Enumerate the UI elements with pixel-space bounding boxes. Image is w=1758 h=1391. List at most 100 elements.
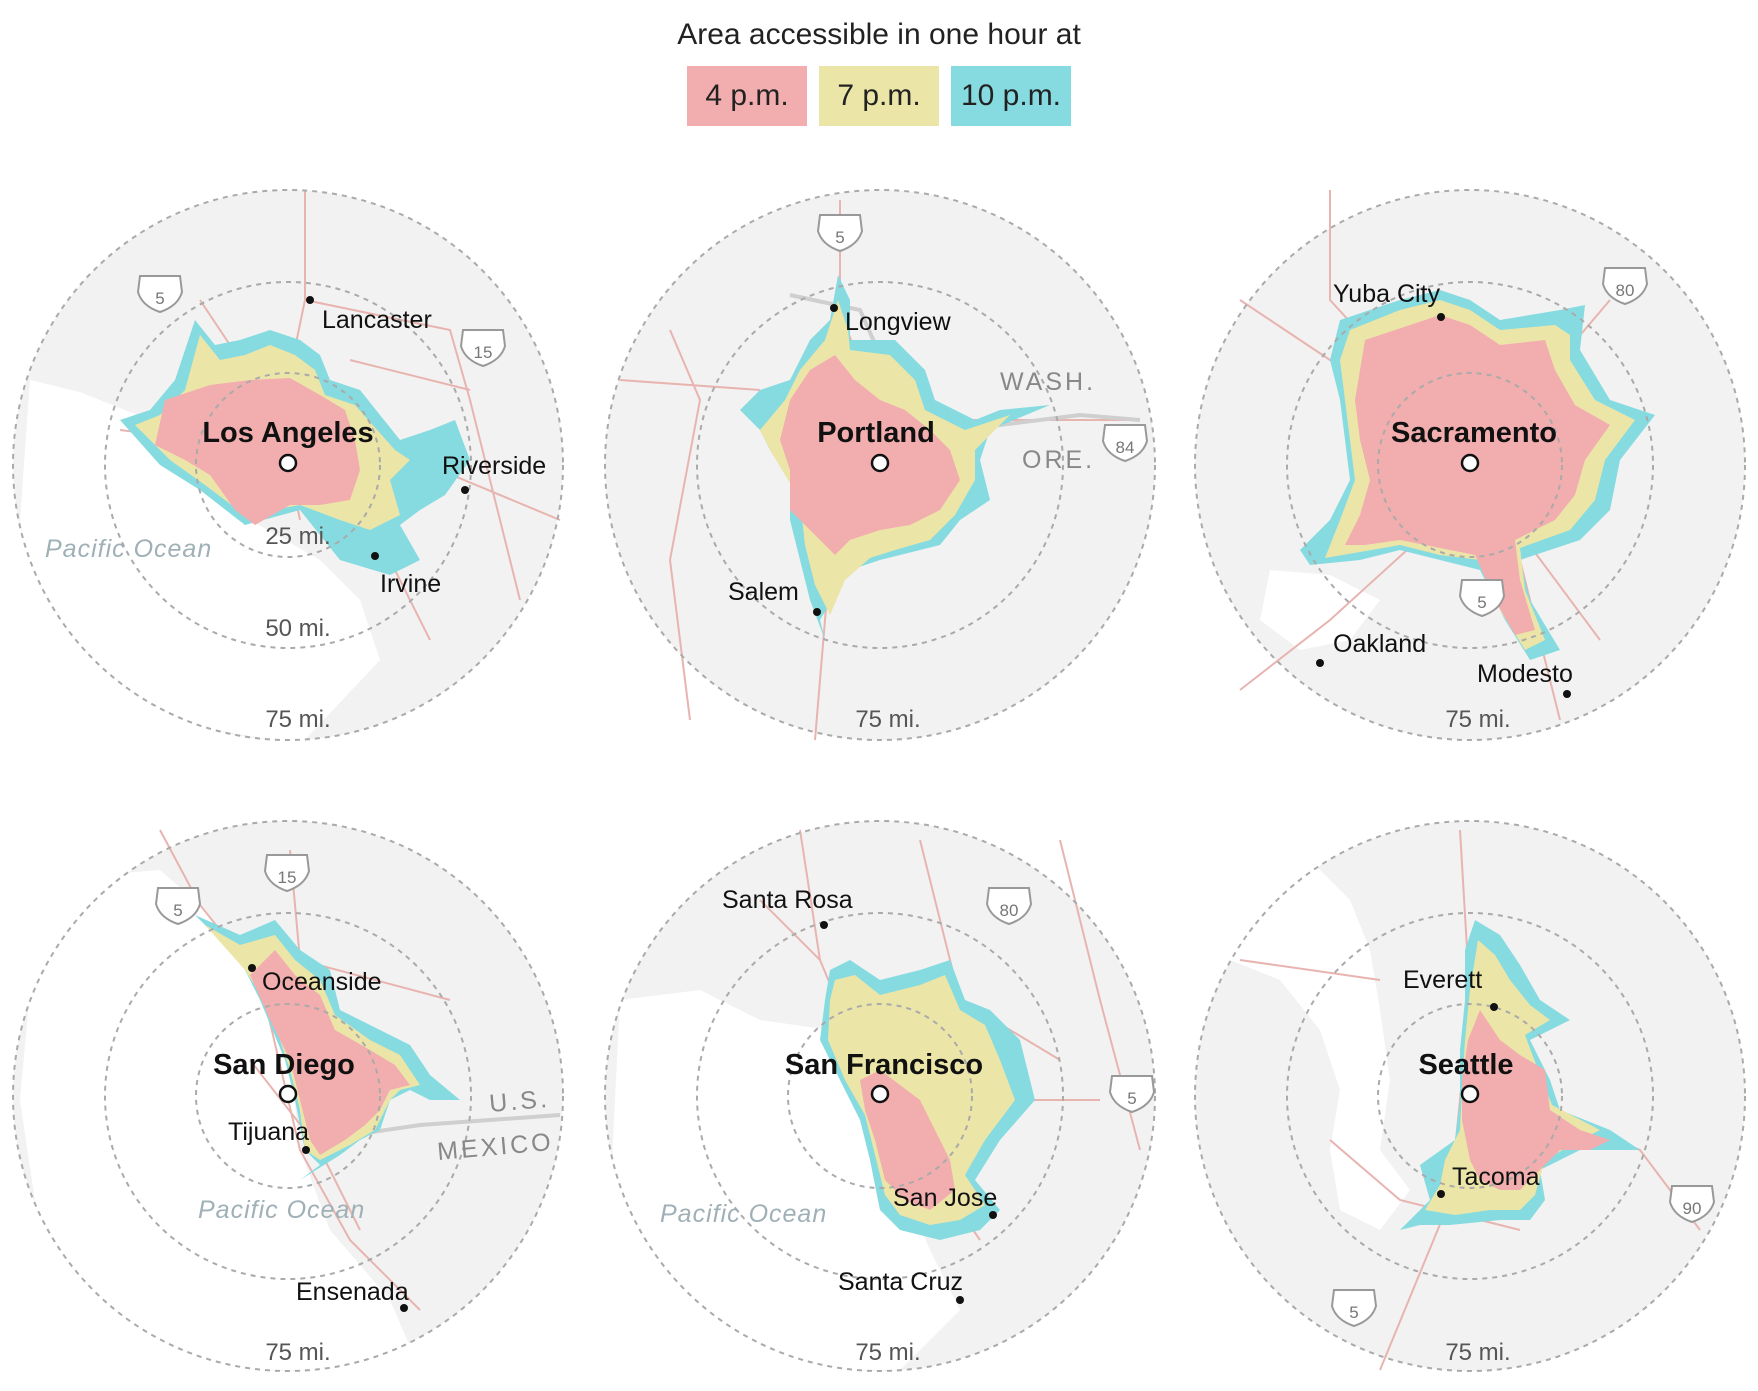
- place-dot: [1490, 1003, 1498, 1011]
- ring-75mi: [1194, 189, 1746, 741]
- interstate-5-shield: 5: [1330, 1289, 1378, 1328]
- place-dot: [1316, 659, 1324, 667]
- shield-label: 80: [1616, 281, 1635, 300]
- ring-label-75mi: 75 mi.: [855, 706, 920, 733]
- map-seattle: 5 90 Everett Tacoma Seattle 75 mi.: [1194, 820, 1746, 1372]
- ring-75mi: [1194, 820, 1746, 1372]
- interstate-84-shield: 84: [1101, 424, 1149, 463]
- place-label-everett: Everett: [1403, 966, 1482, 994]
- place-label-ensenada: Ensenada: [296, 1278, 409, 1306]
- shield-label: 80: [1000, 901, 1019, 920]
- map-san-francisco: 80 5 Santa Rosa San Jose Santa Cruz Paci…: [604, 820, 1156, 1372]
- map-portland: 5 84 Longview Salem WASH. ORE. Portland …: [604, 189, 1156, 741]
- place-dot: [813, 608, 821, 616]
- ring-50mi: [1286, 912, 1654, 1280]
- city-title: San Diego: [213, 1049, 355, 1081]
- place-label-yuba-city: Yuba City: [1333, 280, 1441, 308]
- city-title: Seattle: [1418, 1049, 1513, 1081]
- ocean-label: Pacific Ocean: [660, 1200, 827, 1228]
- place-dot: [461, 486, 469, 494]
- place-label-salem: Salem: [728, 578, 799, 606]
- ring-50mi: [696, 281, 1064, 649]
- interstate-5-shield: 5: [1458, 579, 1506, 618]
- city-center-marker: [1460, 1084, 1480, 1104]
- ring-label-75mi: 75 mi.: [265, 1339, 330, 1366]
- interstate-90-shield: 90: [1668, 1185, 1716, 1224]
- place-dot: [400, 1304, 408, 1312]
- place-label-irvine: Irvine: [380, 570, 441, 598]
- ring-label-75mi: 75 mi.: [265, 706, 330, 733]
- isochrone-4pm: [1462, 1010, 1610, 1190]
- city-title: San Francisco: [785, 1049, 983, 1081]
- place-label-tacoma: Tacoma: [1452, 1163, 1540, 1191]
- place-dot: [1563, 690, 1571, 698]
- ring-label-50mi: 50 mi.: [265, 615, 330, 642]
- ring-25mi: [195, 1003, 381, 1189]
- place-dot: [989, 1211, 997, 1219]
- ring-label-75mi: 75 mi.: [855, 1339, 920, 1366]
- place-dot: [1437, 1190, 1445, 1198]
- place-label-longview: Longview: [845, 308, 952, 336]
- ring-25mi: [1377, 1003, 1563, 1189]
- place-dot: [830, 304, 838, 312]
- city-title: Los Angeles: [202, 417, 373, 449]
- city-center-marker: [1460, 453, 1480, 473]
- place-dot: [371, 552, 379, 560]
- ring-50mi: [104, 912, 472, 1280]
- ring-label-75mi: 75 mi.: [1445, 706, 1510, 733]
- ring-25mi: [195, 372, 381, 558]
- place-dot: [820, 921, 828, 929]
- ring-75mi: [604, 189, 1156, 741]
- ring-75mi: [604, 820, 1156, 1372]
- interstate-80-shield: 80: [1601, 267, 1649, 306]
- shield-label: 5: [835, 228, 844, 247]
- place-label-lancaster: Lancaster: [322, 306, 432, 334]
- place-label-tijuana: Tijuana: [228, 1118, 309, 1146]
- place-label-san-jose: San Jose: [893, 1184, 997, 1212]
- ocean-label: Pacific Ocean: [198, 1196, 365, 1224]
- shield-label: 5: [1127, 1089, 1136, 1108]
- ring-50mi: [104, 281, 472, 649]
- region-label-us: U.S.: [488, 1085, 551, 1118]
- interstate-5-shield: 5: [154, 887, 202, 926]
- shield-label: 15: [278, 868, 297, 887]
- ring-50mi: [1286, 281, 1654, 649]
- isochrone-4pm: [155, 378, 360, 525]
- ring-label-25mi: 25 mi.: [265, 523, 330, 550]
- region-label-ore: ORE.: [1022, 446, 1095, 474]
- coast-land: [20, 380, 380, 745]
- city-center-marker: [278, 453, 298, 473]
- place-dot: [306, 296, 314, 304]
- legend: Area accessible in one hour at 4 p.m. 7 …: [0, 18, 1758, 126]
- place-label-modesto: Modesto: [1477, 660, 1573, 688]
- ring-50mi: [696, 912, 1064, 1280]
- place-dot: [1437, 313, 1445, 321]
- interstate-5-shield: 5: [816, 214, 864, 253]
- legend-swatch-4pm: 4 p.m.: [687, 66, 807, 126]
- city-center-marker: [870, 453, 890, 473]
- map-sacramento: 80 5 Yuba City Oakland Modesto Sacrament…: [1194, 189, 1746, 741]
- place-label-santa-rosa: Santa Rosa: [722, 886, 853, 914]
- legend-swatch-7pm: 7 p.m.: [819, 66, 939, 126]
- isochrone-4pm: [860, 1070, 955, 1210]
- isochrone-4pm: [1345, 315, 1610, 635]
- ring-75mi: [12, 189, 564, 741]
- legend-swatch-10pm: 10 p.m.: [951, 66, 1071, 126]
- city-title: Sacramento: [1391, 417, 1557, 449]
- shield-label: 90: [1683, 1199, 1702, 1218]
- isochrone-4pm: [250, 950, 410, 1155]
- city-title: Portland: [817, 417, 935, 449]
- shield-label: 5: [155, 289, 164, 308]
- ocean-label: Pacific Ocean: [45, 535, 212, 563]
- bay-water: [1260, 570, 1380, 650]
- place-label-oakland: Oakland: [1333, 630, 1426, 658]
- shield-label: 5: [1477, 593, 1486, 612]
- map-san-diego: 5 15 Oceanside Tijuana Ensenada Pacific …: [12, 820, 564, 1372]
- coast-water: [20, 870, 420, 1370]
- interstate-15-shield: 15: [459, 329, 507, 368]
- legend-title: Area accessible in one hour at: [677, 18, 1081, 51]
- interstate-5-shield: 5: [136, 275, 184, 314]
- shield-label: 15: [474, 343, 493, 362]
- place-label-riverside: Riverside: [442, 452, 546, 480]
